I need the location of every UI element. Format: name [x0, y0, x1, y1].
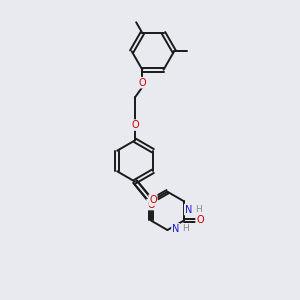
Text: H: H — [182, 224, 189, 233]
Text: O: O — [196, 215, 204, 226]
Text: O: O — [149, 195, 157, 205]
Text: O: O — [147, 200, 155, 210]
Text: O: O — [131, 120, 139, 130]
Text: N: N — [185, 205, 192, 214]
Text: N: N — [172, 224, 179, 234]
Text: H: H — [195, 205, 202, 214]
Text: O: O — [139, 78, 146, 88]
